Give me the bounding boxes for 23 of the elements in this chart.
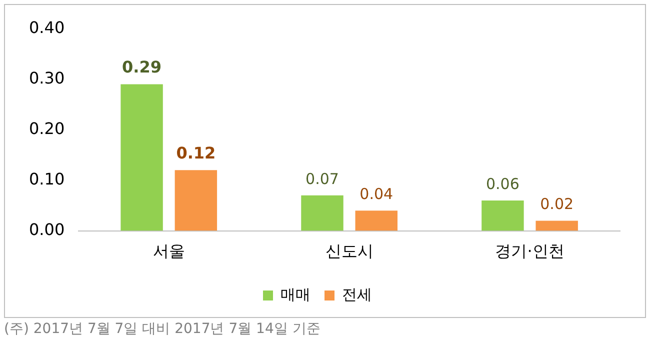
x-tick-label: 신도시: [325, 242, 374, 261]
bar: [482, 200, 524, 231]
bar: [536, 220, 578, 231]
data-label: 0.06: [486, 174, 520, 193]
data-label: 0.04: [360, 184, 394, 203]
legend-label: 전세: [342, 285, 372, 304]
x-tick-label: 서울: [152, 242, 185, 261]
bar: [355, 210, 398, 231]
bar: [120, 84, 163, 231]
data-label: 0.02: [540, 195, 574, 214]
data-label: 0.07: [306, 170, 339, 188]
y-tick-label: 0.40: [29, 18, 65, 37]
data-label: 0.29: [122, 57, 162, 76]
text: (주) 2017년 7월 7일 대비 2017년 7월 14일 기준: [4, 320, 320, 338]
bar: [301, 195, 344, 231]
data-label: 0.12: [176, 143, 216, 162]
bar: [174, 170, 218, 231]
x-tick-label: 경기·인천: [495, 242, 564, 261]
y-tick-label: 0.30: [29, 68, 65, 88]
y-tick-label: 0.20: [29, 118, 65, 138]
y-tick-label: 0.00: [29, 220, 65, 239]
legend-label: 매매: [280, 285, 310, 304]
y-tick-label: 0.10: [29, 169, 65, 188]
